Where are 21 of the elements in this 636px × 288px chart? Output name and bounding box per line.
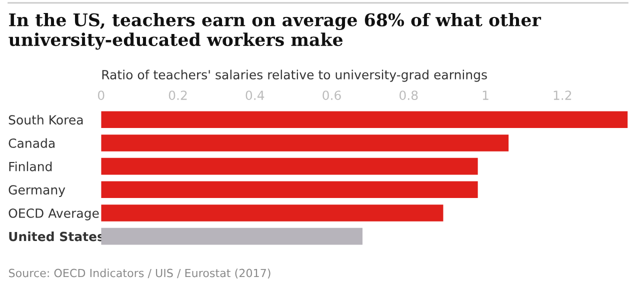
bar	[101, 134, 509, 152]
x-axis-title: Ratio of teachers' salaries relative to university-grad earnings	[102, 70, 487, 82]
y-tick-label: Canada	[8, 138, 54, 148]
y-tick-label: Germany	[8, 185, 66, 197]
x-tick-label: 0.6	[322, 90, 341, 100]
bar	[101, 111, 628, 128]
bar	[101, 228, 363, 245]
x-tick-label: 0.2	[168, 90, 187, 100]
y-tick-label: South Korea	[8, 114, 83, 125]
bar	[101, 181, 478, 198]
x-tick-label: 1.2	[554, 90, 572, 100]
x-tick-label: 0.4	[246, 90, 264, 100]
bar	[101, 204, 444, 222]
x-tick-label: 0.8	[400, 90, 418, 100]
x-tick-label: 0	[98, 90, 104, 100]
x-tick-label: 1	[482, 90, 488, 100]
y-tick-label: OECD Average	[8, 208, 99, 220]
chart-title: In the US, teachers earn on average 68% of what other university-educated workers make	[8, 12, 542, 50]
y-tick-label: Finland	[9, 162, 52, 172]
bar	[101, 158, 478, 175]
source-note: Source: OECD Indicators / UIS / Eurostat (2017)	[9, 268, 270, 279]
